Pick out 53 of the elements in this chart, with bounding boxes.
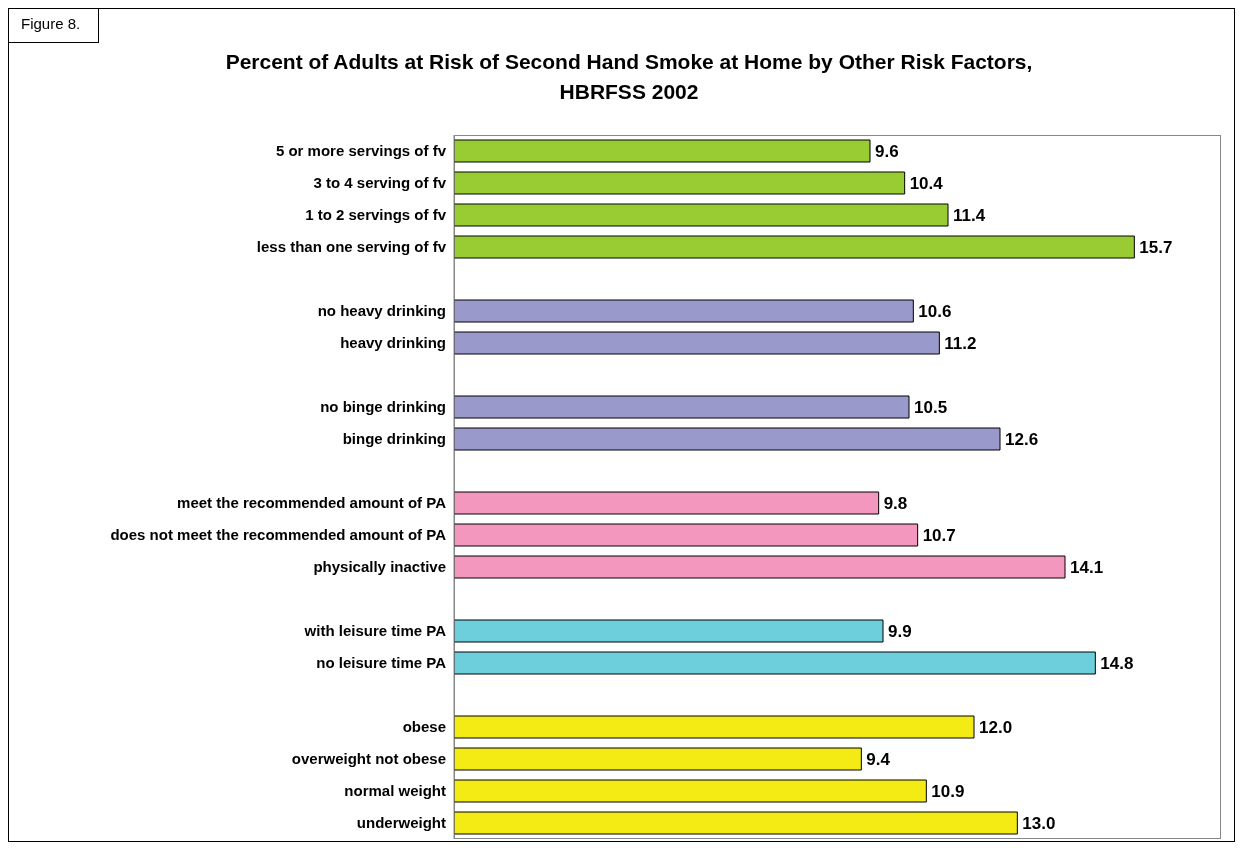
data-label: 10.4 — [909, 174, 944, 194]
data-label: 14.8 — [1100, 654, 1134, 674]
y-tick-label: 5 or more servings of fv — [275, 142, 447, 160]
data-label: 9.4 — [866, 750, 891, 770]
bar — [454, 427, 1001, 451]
y-tick-label: heavy drinking — [340, 334, 446, 352]
bar — [454, 811, 1018, 835]
data-label: 11.4 — [953, 206, 986, 226]
caption: Figure 8. — [8, 8, 100, 43]
data-label: 12.6 — [1005, 430, 1039, 450]
y-tick-label: 3 to 4 serving of fv — [313, 174, 447, 192]
data-label: 13.0 — [1022, 814, 1056, 834]
y-tick-label: with leisure time PA — [303, 622, 447, 640]
data-label: 10.7 — [922, 526, 956, 546]
data-label: 9.9 — [888, 622, 912, 642]
bar — [454, 523, 919, 547]
chart-title: Percent of Adults at Risk of Second Hand Smoke at Home by Other Risk Factors, HBRFSS 2002 — [224, 49, 1034, 105]
data-label: 10.6 — [918, 302, 952, 322]
bar — [454, 395, 910, 419]
bar — [454, 651, 1096, 675]
y-tick-label: does not meet the recommended amount of PA — [110, 526, 447, 544]
bar — [454, 555, 1066, 579]
bar — [454, 747, 862, 771]
bar — [454, 235, 1135, 259]
bar — [454, 491, 880, 515]
bar — [454, 171, 906, 195]
y-tick-label: binge drinking — [342, 430, 446, 448]
y-tick-label: meet the recommended amount of PA — [177, 494, 447, 512]
y-tick-label: no heavy drinking — [317, 302, 446, 320]
data-label: 10.5 — [914, 398, 948, 418]
data-label: 9.6 — [875, 142, 899, 162]
y-tick-label: less than one serving of fv — [256, 238, 447, 256]
bar — [454, 331, 940, 355]
bar — [454, 299, 914, 323]
data-label: 11.2 — [944, 334, 977, 354]
y-tick-label: obese — [402, 718, 446, 736]
data-label: 15.7 — [1139, 238, 1173, 258]
y-tick-label: 1 to 2 servings of fv — [305, 206, 447, 224]
bar — [454, 619, 884, 643]
y-tick-label: no leisure time PA — [316, 654, 447, 672]
data-label: 14.1 — [1070, 558, 1104, 578]
y-tick-label: normal weight — [344, 782, 446, 800]
y-tick-label: no binge drinking — [320, 398, 446, 416]
y-tick-label: underweight — [356, 814, 446, 832]
y-tick-label: physically inactive — [313, 558, 446, 576]
bar — [454, 715, 975, 739]
data-label: 12.0 — [979, 718, 1013, 738]
data-label: 9.8 — [883, 494, 908, 514]
y-tick-label: overweight not obese — [291, 750, 446, 768]
bar — [454, 139, 871, 163]
bar — [454, 203, 949, 227]
bar — [454, 779, 927, 803]
data-label: 10.9 — [931, 782, 965, 802]
